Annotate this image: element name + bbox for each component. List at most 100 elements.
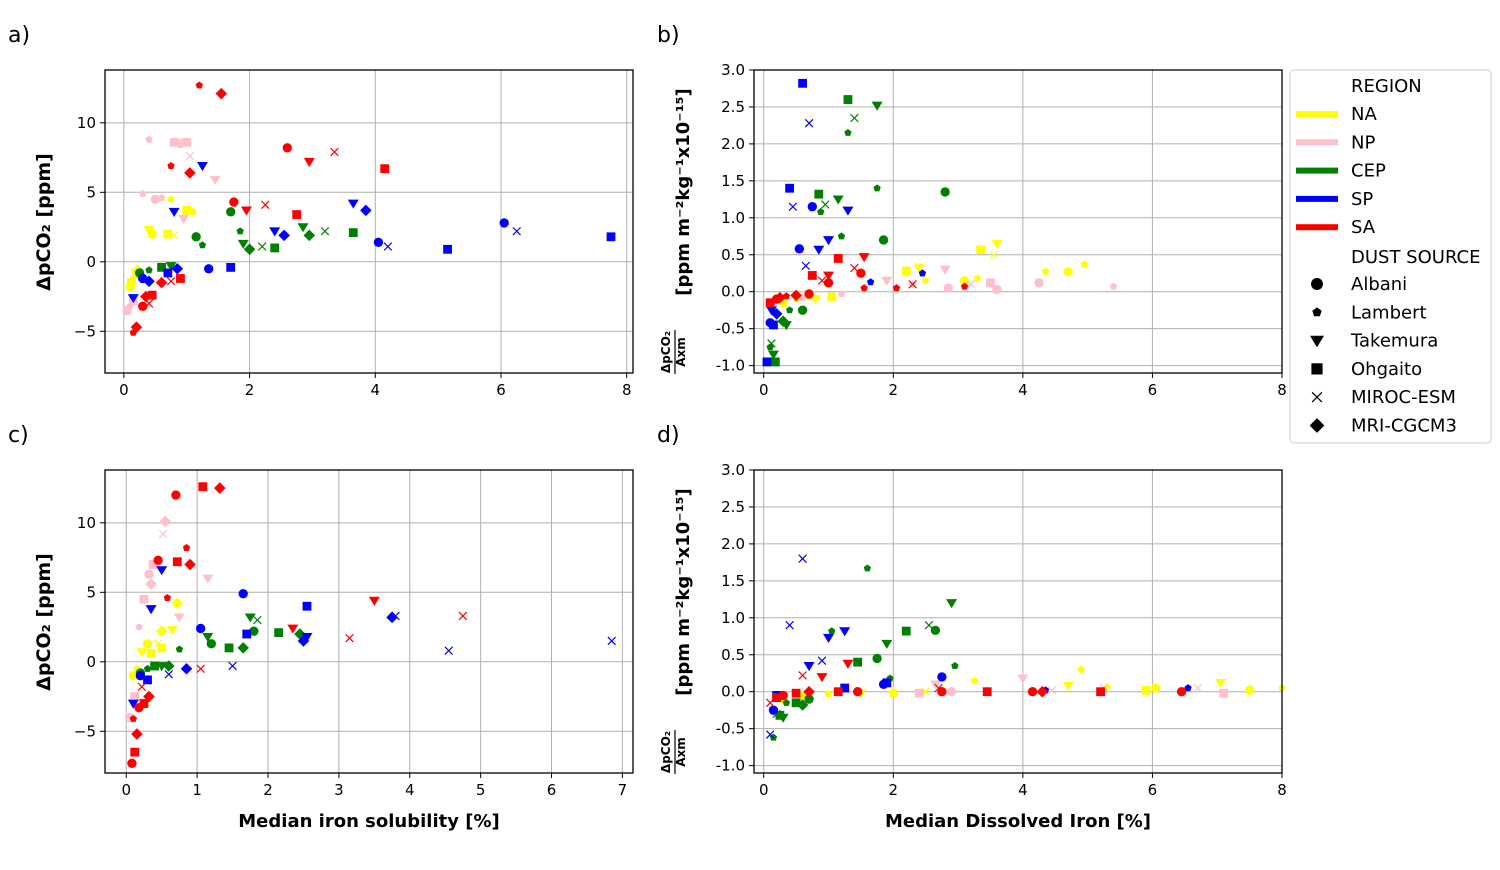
- data-point-d-43: [951, 661, 959, 669]
- data-point-c-5: [146, 649, 156, 658]
- data-point-a-40: [320, 226, 330, 236]
- y-tick-label-c-1: 0: [86, 653, 96, 671]
- data-point-d-31: [796, 699, 809, 711]
- data-point-d-17: [914, 688, 924, 698]
- legend-region-title: REGION: [1351, 76, 1422, 97]
- data-point-c-58: [129, 714, 138, 722]
- data-point-b-55: [794, 244, 805, 254]
- data-point-b-57: [804, 118, 814, 128]
- data-point-c-41: [145, 605, 157, 615]
- data-point-b-73: [823, 278, 834, 288]
- data-point-c-18: [148, 560, 158, 569]
- data-point-a-29: [165, 262, 177, 272]
- axes-frame-d: [753, 469, 1283, 774]
- data-point-b-28: [766, 343, 774, 351]
- data-point-a-36: [257, 242, 267, 251]
- x-tick-label-d-3: 6: [1148, 781, 1158, 799]
- data-point-b-25: [992, 284, 1002, 295]
- data-point-b-21: [939, 265, 951, 275]
- data-point-a-64: [140, 290, 152, 303]
- data-point-b-14: [1063, 267, 1073, 277]
- data-point-c-50: [301, 632, 313, 643]
- data-point-c-19: [158, 529, 168, 539]
- y-tick-label-a-1: 0: [86, 253, 96, 271]
- data-point-b-78: [860, 284, 868, 292]
- data-point-d-36: [872, 653, 882, 664]
- data-point-c-17: [145, 578, 157, 590]
- data-point-d-70: [937, 687, 947, 697]
- x-tick-label-d-4: 8: [1277, 781, 1287, 799]
- ylabel-c: ΔpCO₂ [ppm]: [33, 553, 55, 691]
- data-point-b-9: [973, 274, 982, 282]
- data-point-c-51: [302, 601, 312, 611]
- data-point-d-50: [817, 656, 827, 665]
- data-point-d-12: [1214, 678, 1226, 689]
- panel-label-d: d): [657, 423, 680, 448]
- data-point-c-32: [237, 642, 249, 654]
- x-tick-label-c-3: 3: [334, 781, 344, 799]
- data-point-b-5: [901, 266, 911, 276]
- data-point-b-56: [798, 78, 807, 88]
- data-point-a-6: [143, 225, 155, 236]
- data-point-c-14: [135, 623, 143, 631]
- data-point-d-45: [768, 705, 779, 715]
- legend-swatch-np: [1296, 139, 1338, 146]
- y-tick-label-a-2: 5: [86, 183, 96, 201]
- data-point-b-26: [1034, 278, 1044, 288]
- data-point-c-38: [127, 699, 139, 709]
- panel-a-plot: 0 2 4 6 8 −5 0 5 10: [74, 69, 634, 399]
- data-point-a-11: [182, 205, 192, 215]
- y-tick-label-b-4: 1.0: [721, 209, 745, 227]
- data-point-b-70: [804, 289, 814, 299]
- data-point-c-45: [196, 623, 206, 634]
- data-point-b-33: [785, 306, 794, 314]
- data-point-a-63: [138, 301, 148, 311]
- data-point-a-8: [163, 229, 173, 239]
- x-tick-label-c-7: 7: [618, 781, 628, 799]
- legend-label-miroc-esm: MIROC-ESM: [1351, 387, 1456, 408]
- data-point-b-75: [833, 254, 843, 263]
- data-point-d-44: [765, 730, 775, 739]
- data-point-c-69: [171, 490, 181, 500]
- data-point-a-68: [166, 276, 176, 286]
- x-tick-label-c-6: 6: [547, 781, 557, 799]
- x-tick-label-b-4: 8: [1277, 381, 1287, 399]
- data-point-a-41: [348, 228, 358, 238]
- data-point-b-18: [837, 290, 846, 298]
- data-point-c-44: [180, 662, 193, 675]
- data-point-a-57: [443, 244, 452, 254]
- data-point-c-33: [244, 613, 256, 623]
- data-point-a-33: [236, 227, 244, 235]
- y-tick-label-b-7: 2.5: [721, 98, 745, 116]
- data-point-a-27: [145, 266, 153, 274]
- data-point-c-7: [155, 625, 168, 638]
- legend-label-ohgaito: Ohgaito: [1351, 359, 1422, 380]
- data-point-c-30: [206, 639, 216, 649]
- data-point-d-30: [791, 698, 801, 708]
- data-point-d-28: [777, 713, 789, 723]
- data-point-c-64: [153, 555, 163, 566]
- y-tick-label-a-0: −5: [74, 322, 96, 340]
- data-point-c-55: [607, 636, 617, 646]
- data-point-d-37: [881, 639, 893, 649]
- legend-label-cep: CEP: [1351, 161, 1386, 182]
- y-tick-label-d-4: 1.0: [721, 609, 745, 627]
- data-point-b-22: [943, 283, 954, 293]
- legend-frame: [1289, 69, 1492, 444]
- data-point-a-54: [360, 204, 372, 217]
- data-point-b-77: [856, 268, 866, 278]
- data-point-b-8: [959, 275, 970, 286]
- data-point-b-3: [810, 295, 822, 305]
- data-point-c-26: [156, 662, 168, 672]
- data-point-d-21: [1047, 685, 1057, 695]
- data-point-a-51: [269, 227, 281, 237]
- data-point-c-57: [130, 747, 140, 757]
- data-point-b-10: [976, 245, 986, 254]
- xlabel-c: Median iron solubility [%]: [238, 811, 499, 832]
- data-point-b-34: [780, 321, 792, 331]
- data-point-b-11: [989, 250, 998, 260]
- data-point-a-60: [606, 232, 616, 242]
- data-point-c-74: [345, 633, 354, 643]
- data-point-d-73: [1036, 685, 1049, 698]
- data-point-b-46: [878, 235, 889, 245]
